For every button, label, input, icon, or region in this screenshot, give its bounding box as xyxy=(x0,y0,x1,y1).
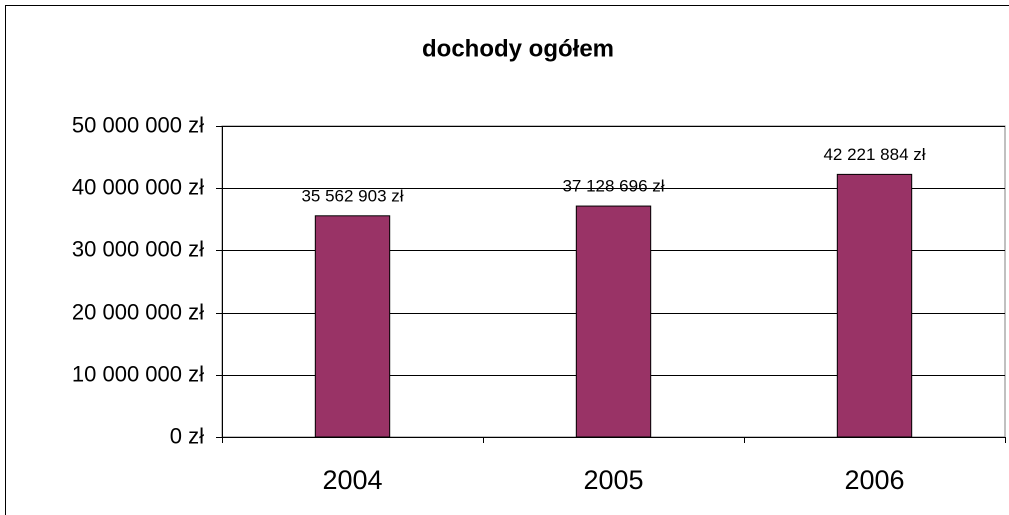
y-tick-label: 40 000 000 zł xyxy=(72,174,204,199)
data-label: 37 128 696 zł xyxy=(562,177,664,196)
data-label: 35 562 903 zł xyxy=(301,186,403,205)
y-tick-label: 10 000 000 zł xyxy=(72,361,204,386)
y-tick-label: 20 000 000 zł xyxy=(72,299,204,324)
bar xyxy=(314,215,391,438)
x-tick-label: 2005 xyxy=(583,465,643,495)
data-label: 42 221 884 zł xyxy=(823,145,925,164)
x-tick-label: 2004 xyxy=(322,465,382,495)
bar xyxy=(575,205,652,438)
x-tick-label: 2006 xyxy=(844,465,904,495)
chart-title: dochody ogółem xyxy=(422,35,614,62)
y-tick-label: 30 000 000 zł xyxy=(72,236,204,261)
y-tick-label: 50 000 000 zł xyxy=(72,112,204,137)
y-tick-label: 0 zł xyxy=(170,423,204,448)
bar xyxy=(836,173,913,438)
